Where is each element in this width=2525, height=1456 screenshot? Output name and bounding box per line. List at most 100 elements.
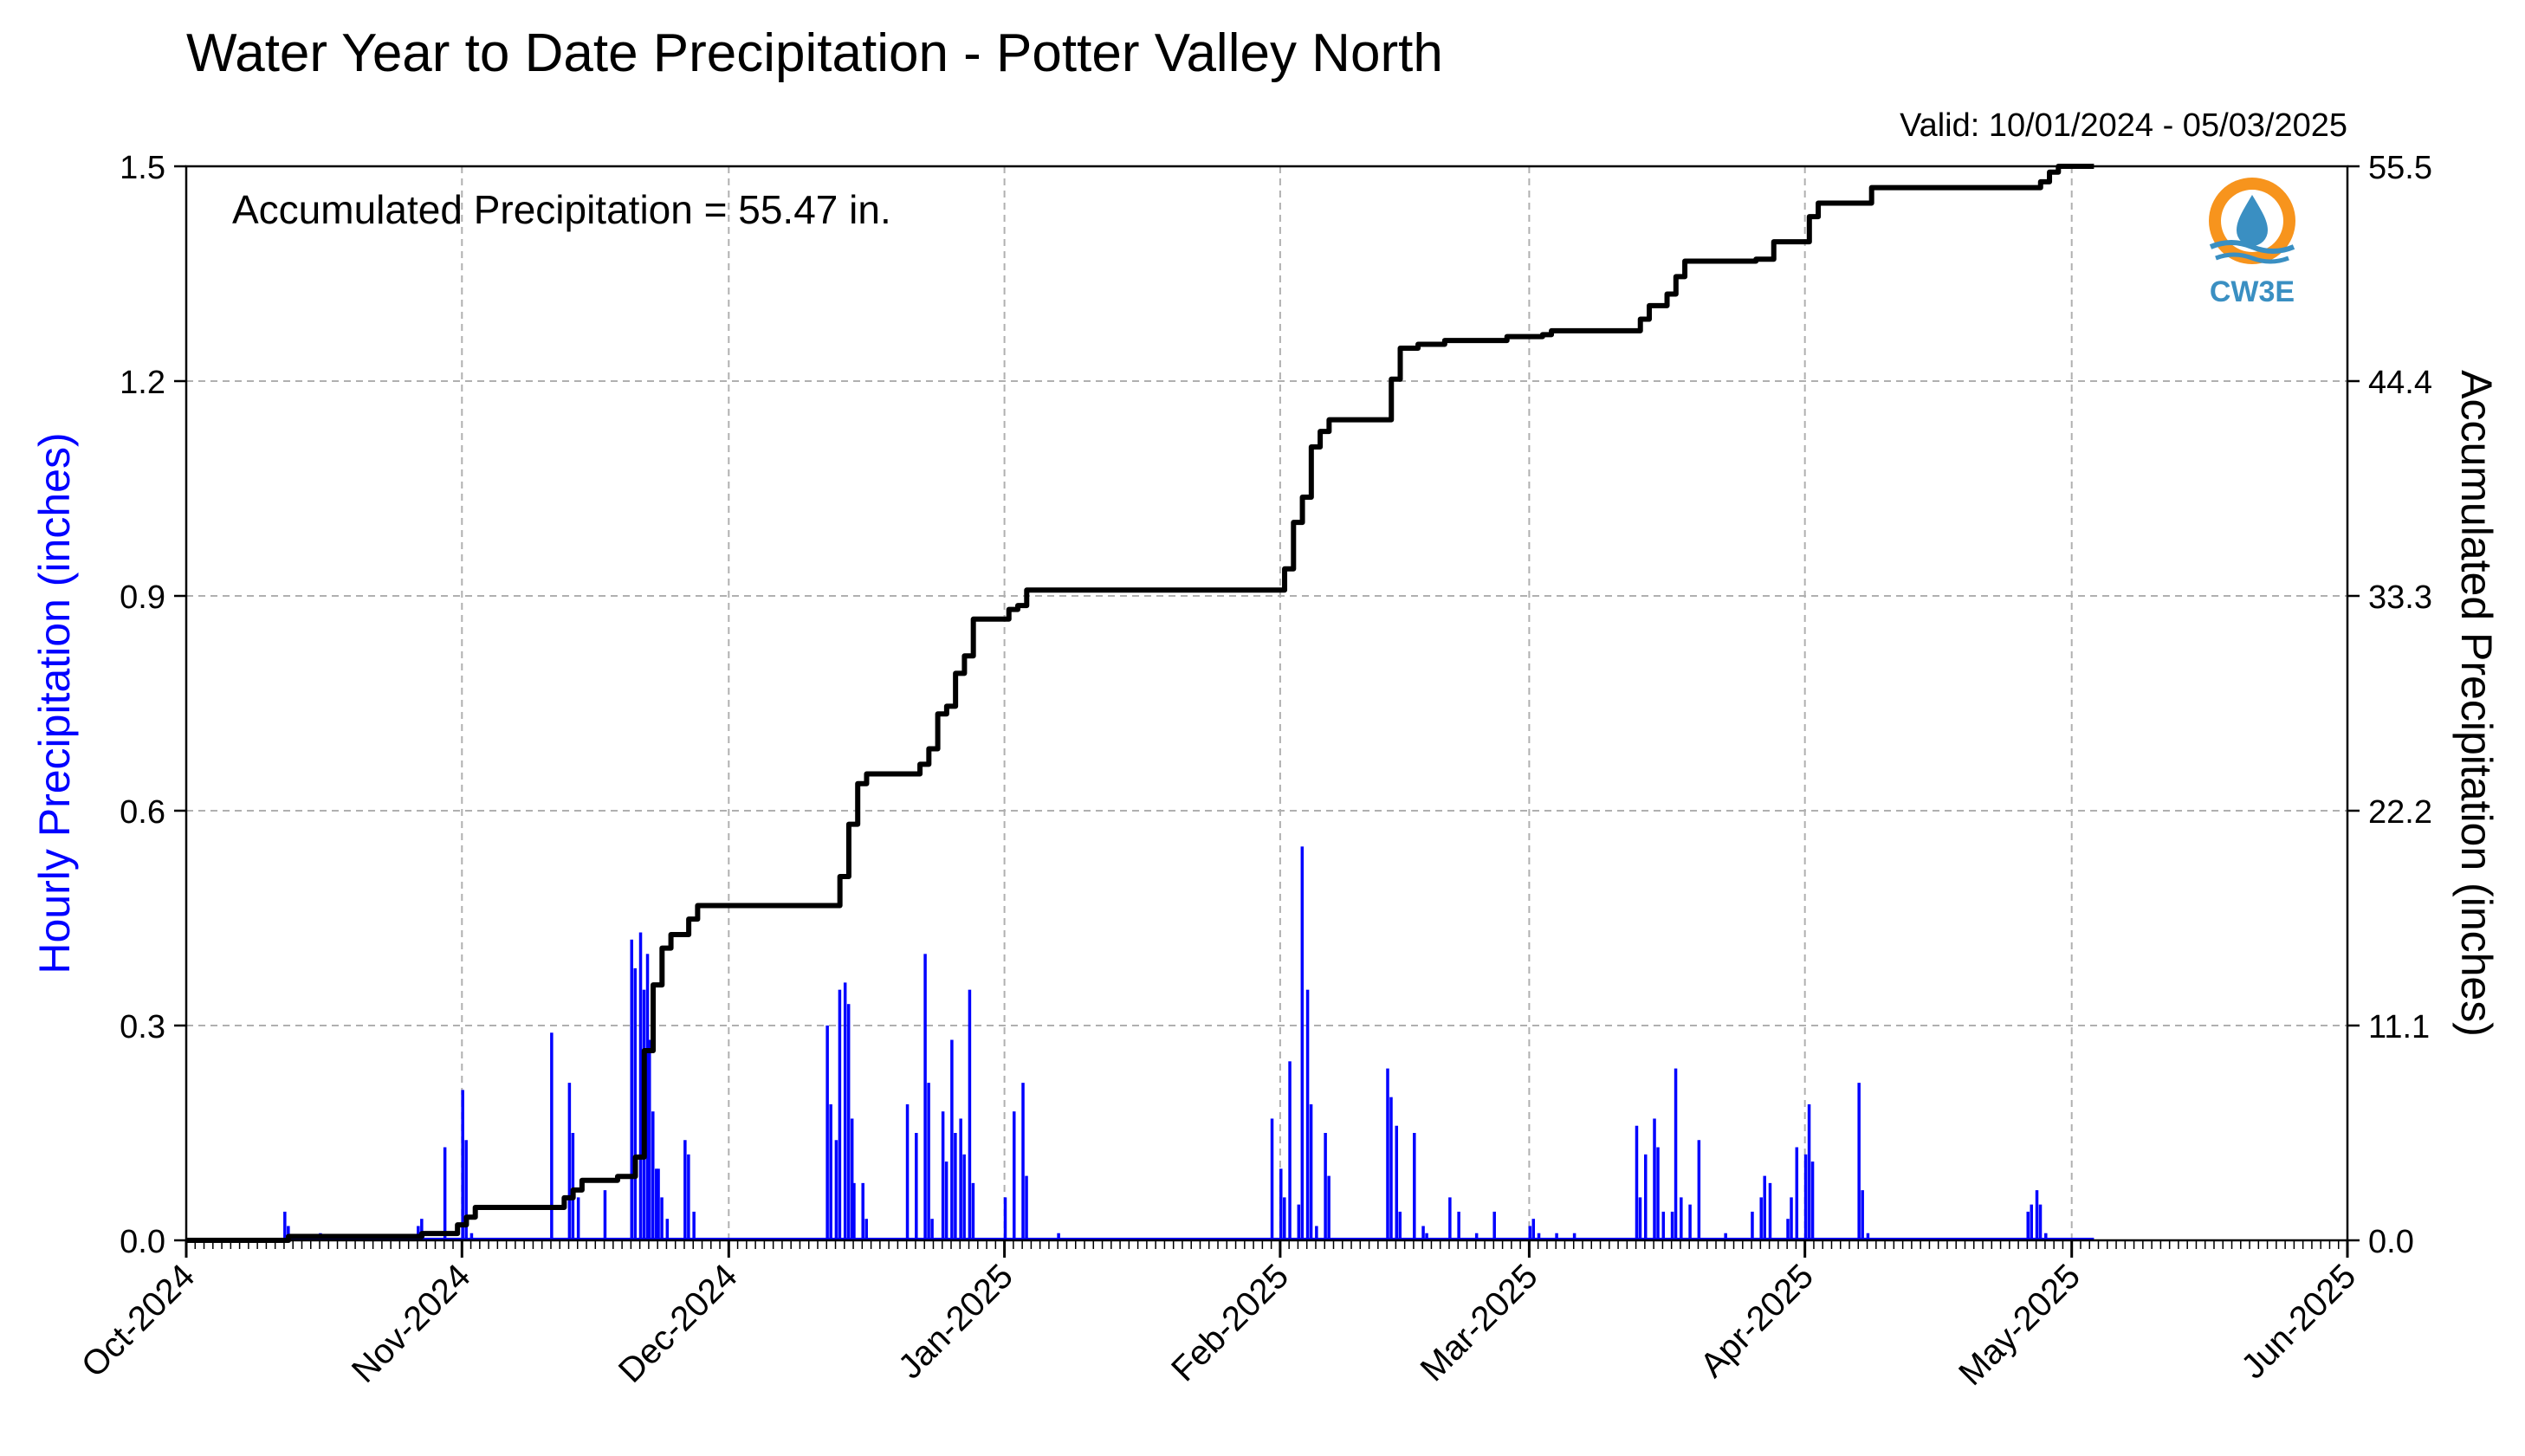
hourly-bar (1807, 1103, 1811, 1240)
logo-text: CW3E (2210, 275, 2295, 308)
hourly-bar (968, 989, 972, 1240)
hourly-bar (1768, 1182, 1772, 1240)
hourly-bar (950, 1039, 954, 1240)
hourly-bar (1386, 1068, 1389, 1240)
hourly-bar (1324, 1133, 1327, 1240)
y-axis-right-label: Accumulated Precipitation (inches) (2452, 370, 2501, 1037)
y-tick-label-left: 0.3 (120, 1009, 165, 1045)
hourly-bar (1389, 1097, 1393, 1240)
hourly-bar (550, 1032, 554, 1240)
hourly-bar (630, 939, 634, 1240)
hourly-bar (1315, 1226, 1318, 1240)
hourly-bar (959, 1118, 962, 1240)
hourly-bar (941, 1111, 945, 1240)
hourly-bar (648, 1039, 651, 1240)
hourly-bar (861, 1182, 864, 1240)
hourly-bar (1003, 1197, 1007, 1240)
hourly-bar (2026, 1211, 2030, 1240)
hourly-bar (864, 1219, 868, 1240)
hourly-bar (1688, 1204, 1692, 1240)
hourly-bar (2044, 1233, 2048, 1240)
hourly-bar (1810, 1162, 1815, 1240)
hourly-bar (1457, 1211, 1460, 1240)
hourly-bar (1803, 1154, 1808, 1240)
hourly-bar (838, 989, 842, 1240)
y-axis-left-label: Hourly Precipitation (inches) (30, 432, 79, 974)
hourly-bar (420, 1219, 424, 1240)
hourly-bar (1327, 1175, 1330, 1240)
hourly-bar (464, 1140, 468, 1240)
hourly-bar (1297, 1204, 1301, 1240)
hourly-bar (1013, 1111, 1016, 1240)
hourly-bar (1857, 1083, 1861, 1240)
hourly-bar (655, 1168, 658, 1240)
hourly-bar (1305, 989, 1310, 1240)
hourly-bar (1537, 1233, 1541, 1240)
y-tick-label-right: 44.4 (2368, 365, 2432, 401)
hourly-bar (1656, 1147, 1660, 1240)
accumulated-line-group (186, 164, 2094, 1243)
hourly-bar (962, 1154, 966, 1240)
hourly-bar (1555, 1233, 1558, 1240)
hourly-bar (461, 1090, 464, 1240)
hourly-bar (1790, 1197, 1793, 1240)
hourly-bar (944, 1162, 948, 1240)
hourly-bar (1057, 1233, 1060, 1240)
hourly-bar (651, 1111, 655, 1240)
hourly-bar (829, 1103, 832, 1240)
hourly-bar (1795, 1147, 1799, 1240)
hourly-bar (1425, 1233, 1428, 1240)
y-tick-label-left: 1.2 (120, 365, 165, 401)
grid-lines (186, 166, 2347, 1240)
hourly-bar (571, 1133, 575, 1240)
hourly-bar (1644, 1154, 1648, 1240)
hourly-bar (825, 1026, 829, 1240)
hourly-bar (1421, 1226, 1425, 1240)
hourly-bar (954, 1133, 957, 1240)
hourly-bar (1763, 1175, 1766, 1240)
hourly-bar (1670, 1211, 1674, 1240)
hourly-bar (1395, 1125, 1399, 1240)
hourly-bar (852, 1182, 856, 1240)
hourly-bar (930, 1219, 934, 1240)
hourly-bar (1021, 1083, 1025, 1240)
hourly-bar (665, 1219, 670, 1240)
hourly-bar (638, 932, 643, 1240)
hourly-bar (1866, 1233, 1870, 1240)
y-tick-label-right: 22.2 (2368, 794, 2432, 831)
plot-frame (185, 165, 2349, 1242)
hourly-bar (1759, 1197, 1763, 1240)
y-tick-label-left: 0.0 (120, 1224, 165, 1260)
hourly-bar (692, 1211, 696, 1240)
valid-range: Valid: 10/01/2024 - 05/03/2025 (1900, 107, 2347, 144)
hourly-bar (1492, 1211, 1496, 1240)
hourly-bar (1638, 1197, 1642, 1240)
hourly-bar (1572, 1233, 1577, 1240)
accumulated-total-annotation: Accumulated Precipitation = 55.47 in. (232, 187, 891, 232)
hourly-bar (834, 1140, 838, 1240)
hourly-bar (1413, 1133, 1416, 1240)
y-tick-label-left: 0.6 (120, 794, 165, 831)
hourly-bar (645, 954, 650, 1240)
hourly-bar (1025, 1175, 1028, 1240)
hourly-bar (576, 1197, 580, 1240)
hourly-bar (1674, 1068, 1678, 1240)
y-tick-label-right: 11.1 (2368, 1009, 2430, 1045)
hourly-bar (657, 1168, 660, 1240)
hourly-bar (443, 1147, 447, 1240)
y-tick-label-left: 0.9 (120, 579, 165, 616)
hourly-bar (1680, 1197, 1683, 1240)
hourly-bar (927, 1083, 930, 1240)
hourly-bar (923, 954, 927, 1240)
hourly-bar (1635, 1125, 1639, 1240)
cw3e-logo: CW3E (2209, 178, 2295, 308)
logo-wave-icon (2209, 240, 2295, 254)
hourly-bar (1528, 1226, 1532, 1240)
hourly-bar (1653, 1118, 1656, 1240)
hourly-bar (1309, 1103, 1313, 1240)
hourly-bar (683, 1140, 687, 1240)
hourly-bar (660, 1197, 664, 1240)
hourly-bar (1398, 1211, 1402, 1240)
chart-title: Water Year to Date Precipitation - Potte… (186, 23, 1443, 83)
hourly-bar (1448, 1197, 1452, 1240)
